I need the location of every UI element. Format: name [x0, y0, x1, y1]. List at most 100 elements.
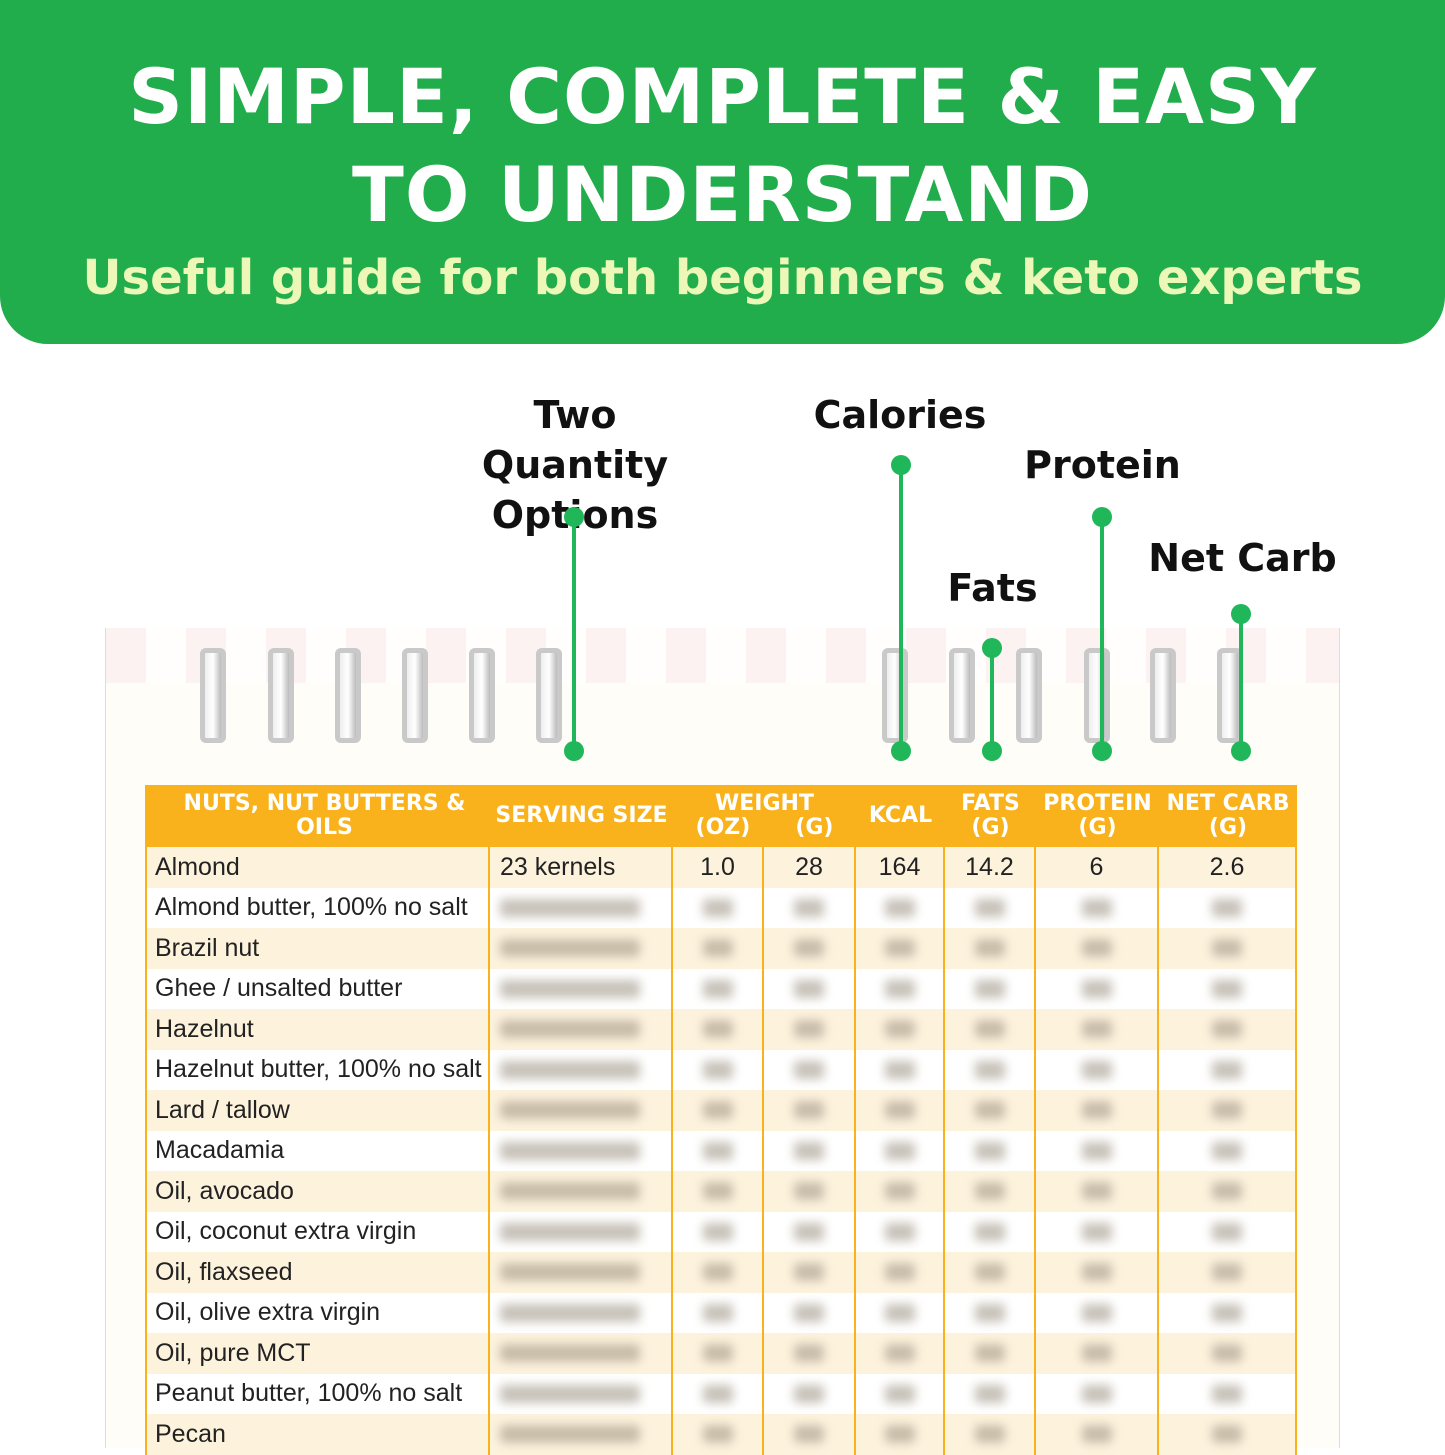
blurred-value [500, 1020, 640, 1039]
table-row: Oil, avocado [145, 1171, 1297, 1212]
blurred-cell [1036, 1252, 1159, 1293]
blurred-cell [1159, 1171, 1297, 1212]
blurred-value [794, 1141, 824, 1160]
blurred-cell [1159, 1333, 1297, 1374]
blurred-value [884, 979, 915, 998]
blurred-cell [945, 1252, 1036, 1293]
blurred-value [1212, 1141, 1242, 1160]
blurred-value [702, 1263, 733, 1282]
blurred-cell [856, 928, 945, 969]
blurred-value [974, 1263, 1005, 1282]
blurred-value [500, 1141, 640, 1160]
nutrition-table: NUTS, NUT BUTTERS & OILS SERVING SIZE WE… [145, 785, 1297, 1455]
blurred-cell [1036, 928, 1159, 969]
header-weight-label: WEIGHT [715, 791, 814, 816]
blurred-cell [673, 928, 764, 969]
blurred-value [702, 1060, 733, 1079]
blurred-value [1212, 979, 1242, 998]
blurred-cell [856, 1171, 945, 1212]
blurred-value [974, 1060, 1005, 1079]
food-name: Macadamia [145, 1130, 490, 1171]
blurred-value [1081, 1141, 1112, 1160]
header-category: NUTS, NUT BUTTERS & OILS [183, 791, 466, 840]
blurred-cell [490, 1252, 673, 1293]
blurred-value [500, 1263, 640, 1282]
blurred-cell [490, 1090, 673, 1131]
blurred-value [702, 939, 733, 958]
table-row: Pecan [145, 1414, 1297, 1455]
blurred-cell [1159, 1009, 1297, 1050]
blurred-value [794, 1020, 824, 1039]
blurred-value [794, 1101, 824, 1120]
blurred-cell [1159, 1049, 1297, 1090]
blurred-cell [764, 1252, 856, 1293]
spiral-ring [1084, 648, 1110, 743]
blurred-cell [673, 1211, 764, 1252]
blurred-cell [764, 1009, 856, 1050]
blurred-cell [1036, 1171, 1159, 1212]
food-name: Hazelnut [145, 1009, 490, 1050]
callout-dot [982, 638, 1002, 658]
food-name: Oil, coconut extra virgin [145, 1211, 490, 1252]
blurred-value [1081, 1182, 1112, 1201]
blurred-value [884, 1344, 915, 1363]
blurred-value [974, 1303, 1005, 1322]
blurred-value [500, 1101, 640, 1120]
blurred-cell [673, 1333, 764, 1374]
blurred-value [794, 898, 824, 917]
blurred-cell [764, 928, 856, 969]
blurred-value [974, 898, 1005, 917]
blurred-cell [673, 968, 764, 1009]
blurred-value [500, 1060, 640, 1079]
blurred-value [794, 1222, 824, 1241]
blurred-cell [490, 1130, 673, 1171]
blurred-value [1212, 1425, 1242, 1444]
blurred-value [1081, 1263, 1112, 1282]
spiral-ring [402, 648, 428, 743]
blurred-cell [1159, 887, 1297, 928]
blurred-cell [1036, 1009, 1159, 1050]
callout-dot [891, 741, 911, 761]
blurred-value [974, 1141, 1005, 1160]
blurred-cell [764, 1090, 856, 1131]
title-line-2: TO UNDERSTAND [352, 150, 1093, 239]
table-row: Almond butter, 100% no salt [145, 887, 1297, 928]
blurred-value [884, 1384, 915, 1403]
blurred-value [500, 1303, 640, 1322]
blurred-cell [856, 1090, 945, 1131]
blurred-cell [764, 887, 856, 928]
blurred-value [702, 1222, 733, 1241]
table-header: NUTS, NUT BUTTERS & OILS SERVING SIZE WE… [145, 785, 1297, 847]
blurred-cell [490, 1292, 673, 1333]
blurred-cell [856, 1009, 945, 1050]
blurred-value [974, 1101, 1005, 1120]
cell: 14.2 [945, 847, 1036, 888]
blurred-cell [490, 1049, 673, 1090]
blurred-cell [673, 1292, 764, 1333]
callout-line [572, 517, 576, 751]
blurred-cell [1036, 1414, 1159, 1455]
cell: 2.6 [1159, 847, 1297, 888]
blurred-cell [945, 928, 1036, 969]
blurred-value [1212, 1182, 1242, 1201]
blurred-cell [1036, 1333, 1159, 1374]
food-name: Pecan [145, 1414, 490, 1455]
header-protein: PROTEIN (G) [1043, 791, 1152, 840]
blurred-value [1081, 1344, 1112, 1363]
blurred-cell [764, 1171, 856, 1212]
blurred-cell [1036, 887, 1159, 928]
cell: 23 kernels [490, 847, 673, 888]
blurred-cell [945, 1130, 1036, 1171]
blurred-cell [856, 1211, 945, 1252]
blurred-value [794, 1060, 824, 1079]
blurred-cell [945, 1414, 1036, 1455]
callout-dot [1231, 741, 1251, 761]
blurred-value [794, 939, 824, 958]
blurred-value [1212, 1101, 1242, 1120]
blurred-value [794, 1425, 824, 1444]
blurred-value [500, 979, 640, 998]
header-weight: WEIGHT (OZ) (G) [673, 785, 856, 847]
blurred-value [1212, 1263, 1242, 1282]
table-row: Peanut butter, 100% no salt [145, 1373, 1297, 1414]
spiral-ring [1150, 648, 1176, 743]
